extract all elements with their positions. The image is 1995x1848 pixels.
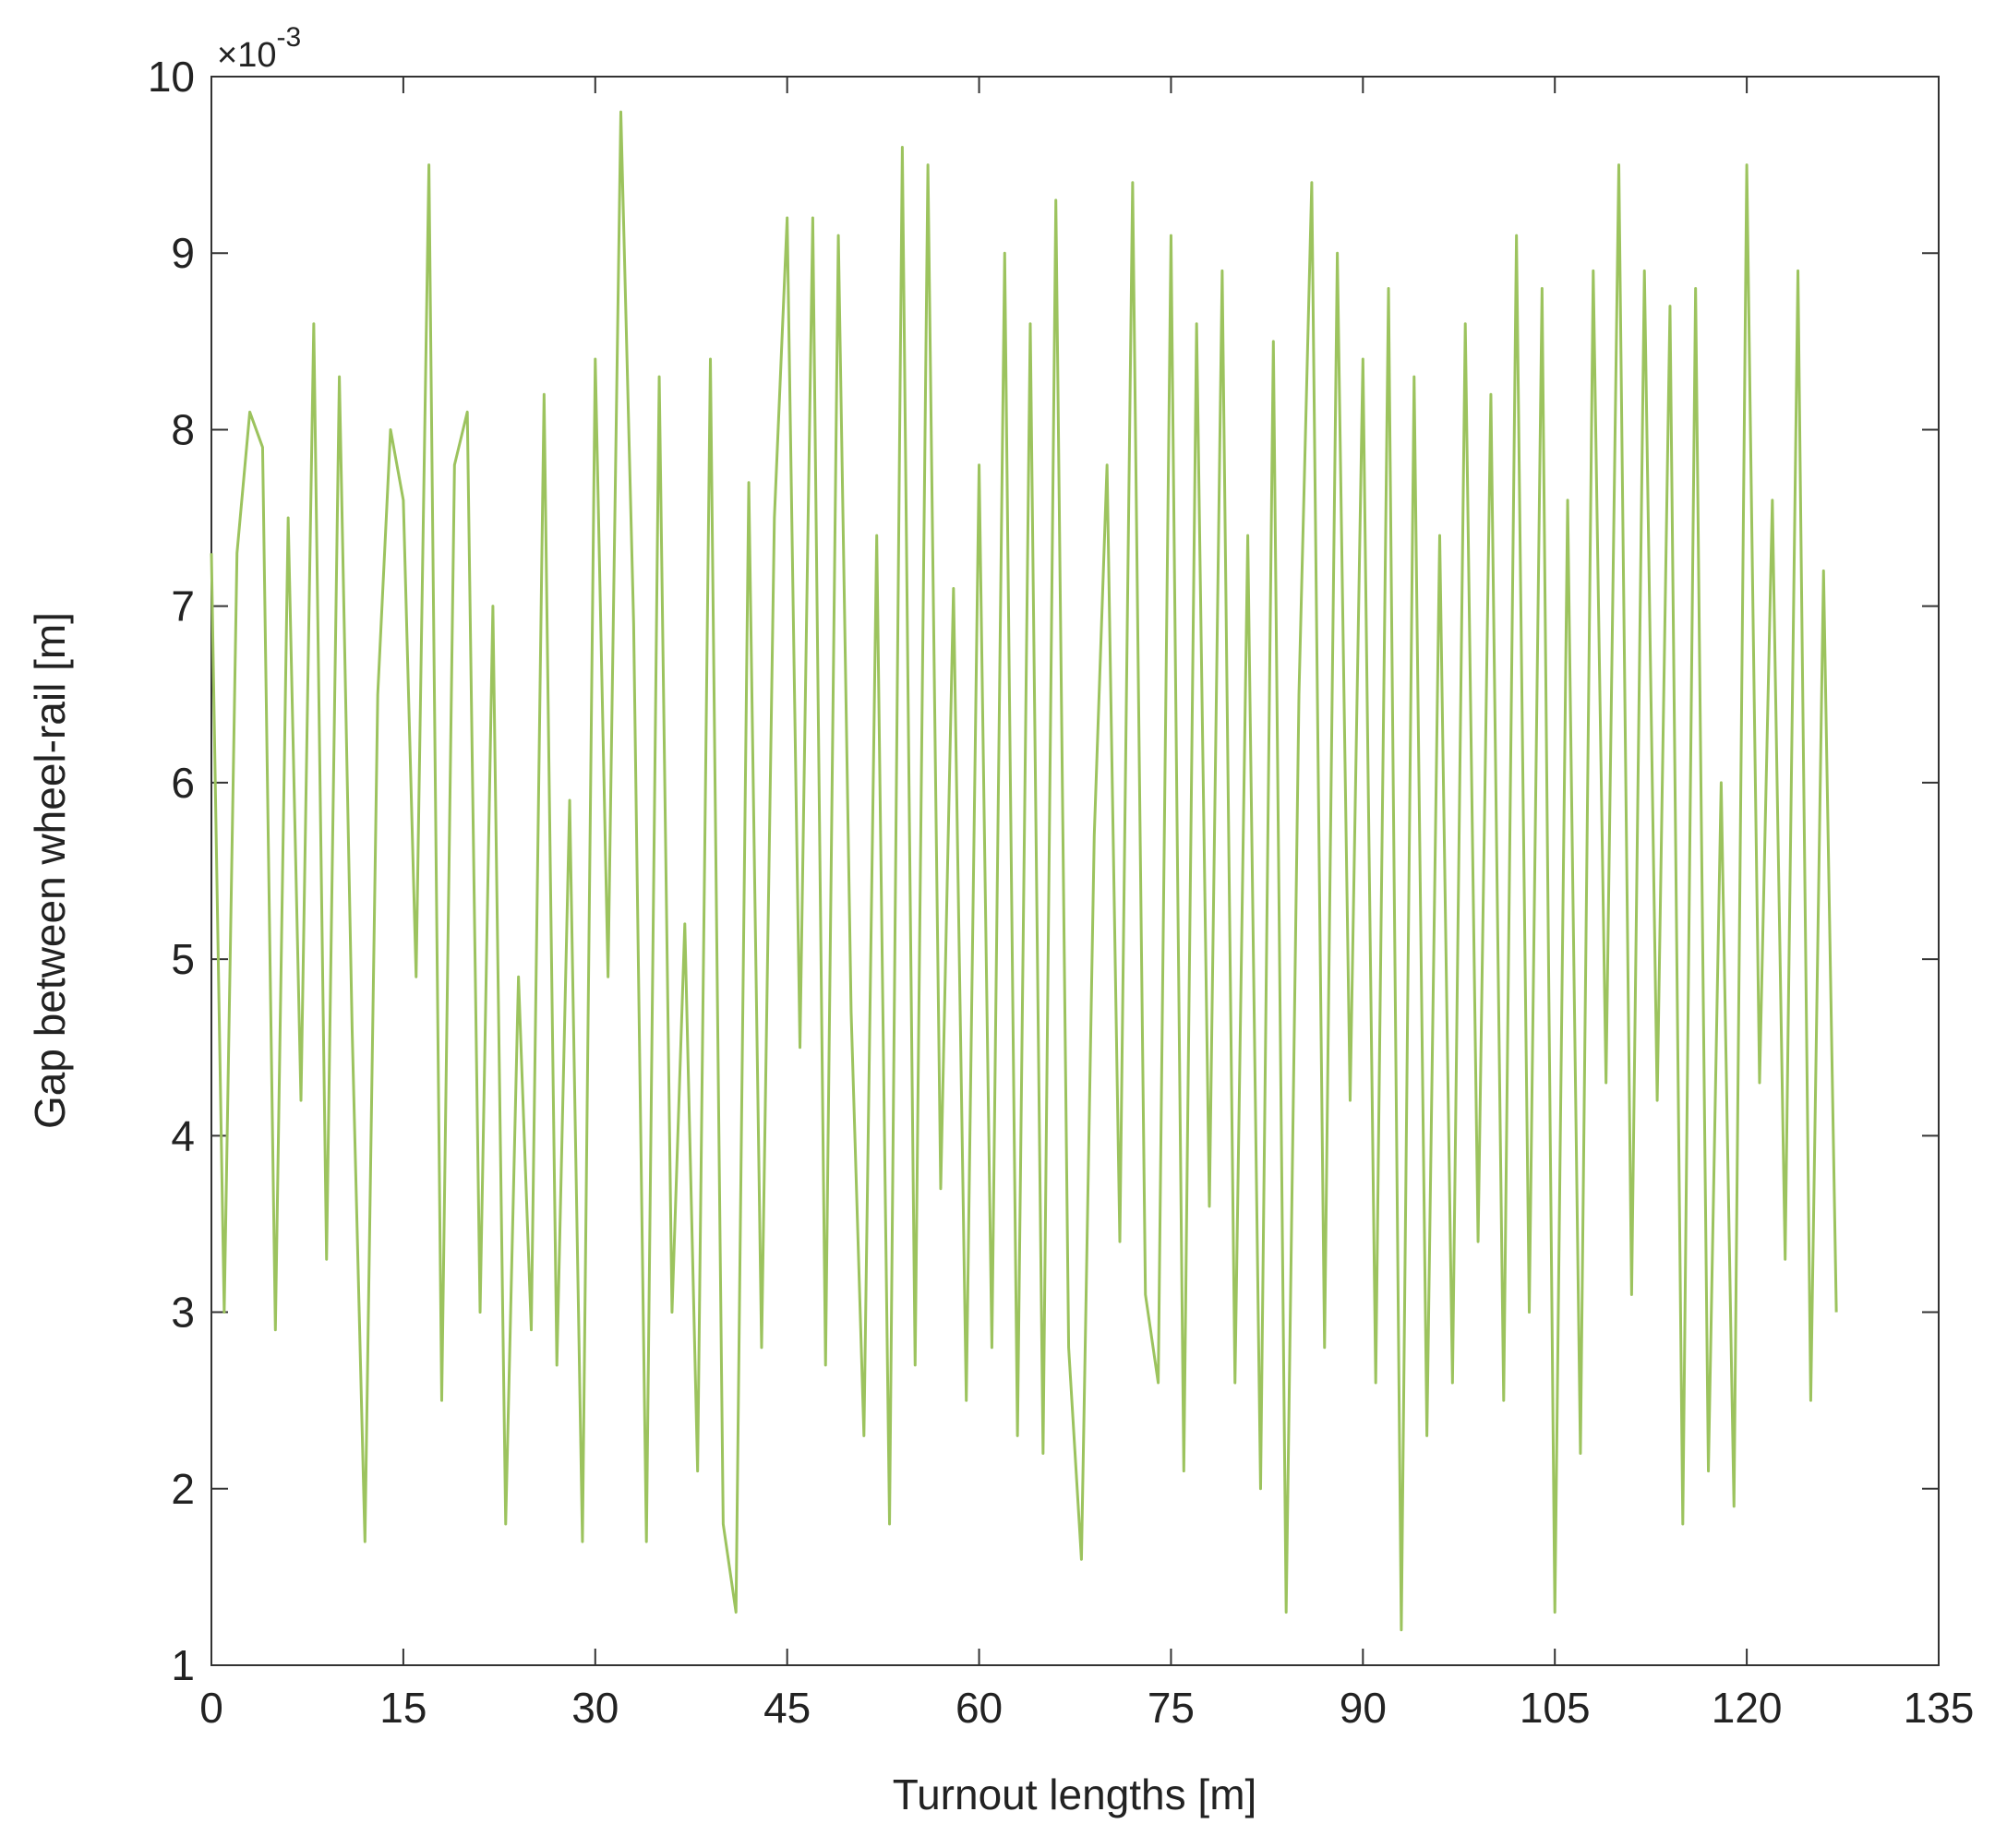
x-tick-label: 135 <box>1904 1684 1975 1732</box>
x-tick-label: 0 <box>199 1684 223 1732</box>
y-tick-label: 2 <box>171 1465 195 1513</box>
x-tick-label: 120 <box>1712 1684 1783 1732</box>
y-multiplier: ×10-3 <box>217 22 301 75</box>
y-tick-label: 1 <box>171 1641 195 1689</box>
x-tick-label: 30 <box>571 1684 619 1732</box>
x-tick-label: 60 <box>955 1684 1003 1732</box>
x-tick-label: 90 <box>1340 1684 1387 1732</box>
x-tick-label: 45 <box>763 1684 811 1732</box>
y-tick-label: 6 <box>171 759 195 807</box>
x-tick-label: 75 <box>1148 1684 1195 1732</box>
y-axis-label: Gap between wheel-rail [m] <box>26 612 74 1129</box>
plot-frame <box>210 76 1940 1666</box>
y-tick-label: 10 <box>148 53 195 101</box>
x-axis-label: Turnout lengths [m] <box>893 1770 1257 1818</box>
y-tick-label: 7 <box>171 582 195 630</box>
y-tick-label: 8 <box>171 405 195 453</box>
x-tick-label: 15 <box>379 1684 427 1732</box>
x-tick-label: 105 <box>1520 1684 1591 1732</box>
y-tick-label: 4 <box>171 1111 195 1159</box>
data-line <box>210 110 1838 1632</box>
multiplier-exponent: -3 <box>276 22 301 53</box>
y-tick-label: 3 <box>171 1289 195 1337</box>
y-tick-label: 9 <box>171 229 195 277</box>
y-tick-label: 5 <box>171 935 195 983</box>
multiplier-base: ×10 <box>217 36 276 75</box>
